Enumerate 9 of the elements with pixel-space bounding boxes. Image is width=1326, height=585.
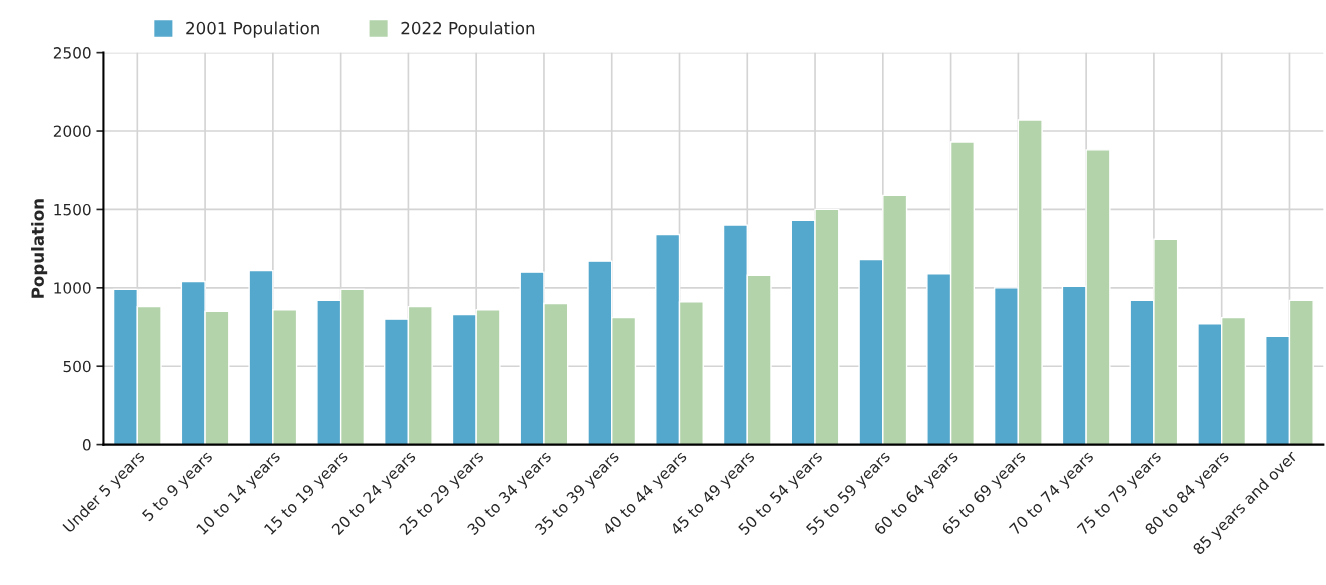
- y-tick-label: 2500: [53, 47, 91, 59]
- y-tick-label: 500: [63, 360, 91, 373]
- y-tick-label: 0: [82, 439, 91, 451]
- legend-label: 2022 Population: [401, 21, 535, 38]
- legend-label: 2001 Population: [186, 21, 319, 38]
- y-tick-label: 2000: [53, 125, 91, 138]
- y-axis-title: Population: [31, 199, 48, 298]
- y-tick-label: 1000: [54, 282, 91, 294]
- y-tick-label: 1500: [54, 203, 91, 216]
